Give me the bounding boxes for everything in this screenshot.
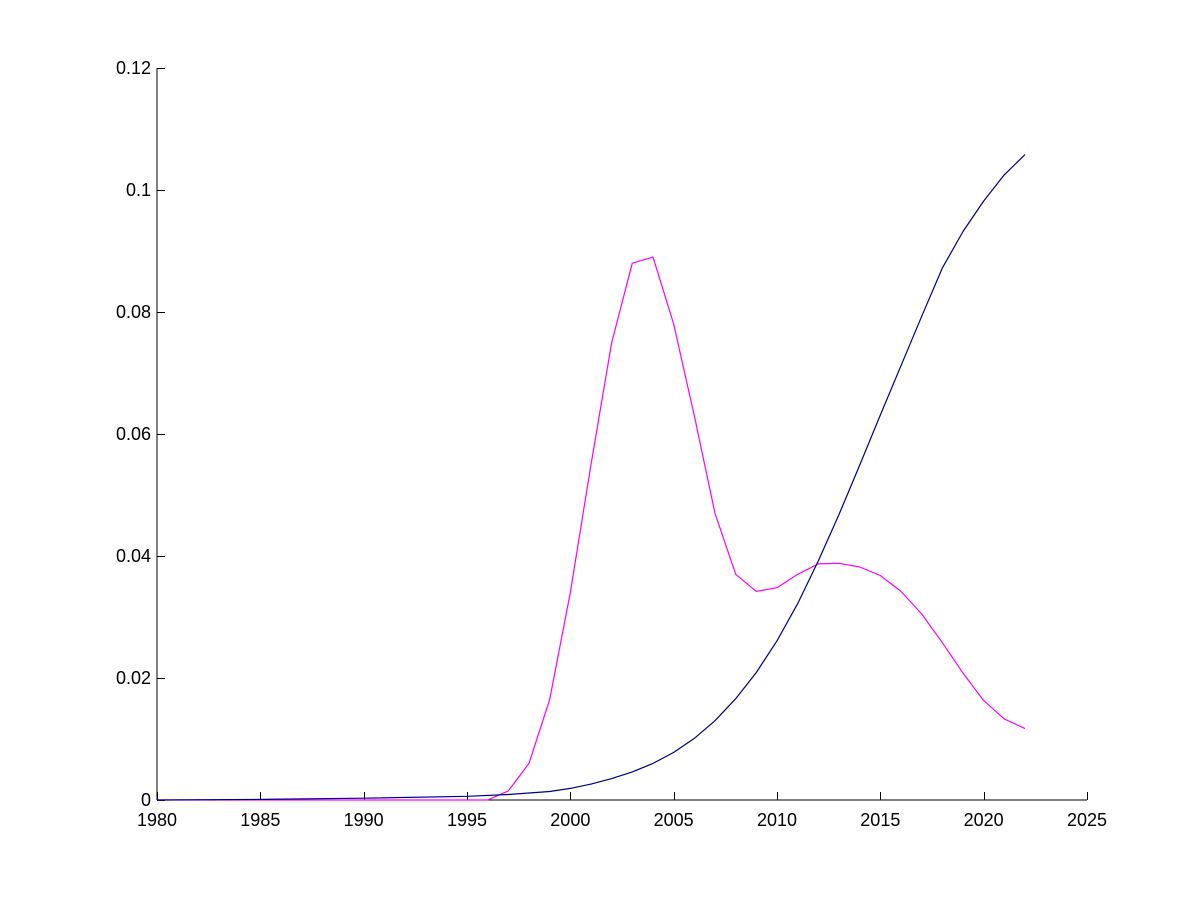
series-line — [157, 256, 1026, 801]
x-tick-label: 1990 — [344, 810, 384, 830]
y-tick-label: 0.04 — [116, 546, 151, 566]
x-tick-label: 2005 — [654, 810, 694, 830]
y-tick-label: 0.12 — [116, 58, 151, 78]
axes: 1980 1985 1990 1995 2000 2005 2010 2015 2020 2025… — [116, 58, 1107, 830]
series-0 — [157, 256, 1026, 801]
y-tick-label: 0.08 — [116, 302, 151, 322]
y-tick-label: 0 — [141, 790, 151, 810]
y-tick-label: 0.1 — [126, 180, 151, 200]
x-tick-label: 2025 — [1067, 810, 1107, 830]
x-tick-label: 2000 — [550, 810, 590, 830]
x-tick-label: 2020 — [964, 810, 1004, 830]
x-tick-label: 2010 — [757, 810, 797, 830]
x-tick-label: 2015 — [860, 810, 900, 830]
series-layer — [156, 154, 1026, 801]
x-tick-label: 1980 — [137, 810, 177, 830]
y-tick-label: 0.06 — [116, 424, 151, 444]
x-tick-label: 1985 — [240, 810, 280, 830]
series-line — [156, 154, 1026, 801]
y-tick-label: 0.02 — [116, 668, 151, 688]
x-tick-label: 1995 — [447, 810, 487, 830]
series-1 — [156, 154, 1026, 801]
